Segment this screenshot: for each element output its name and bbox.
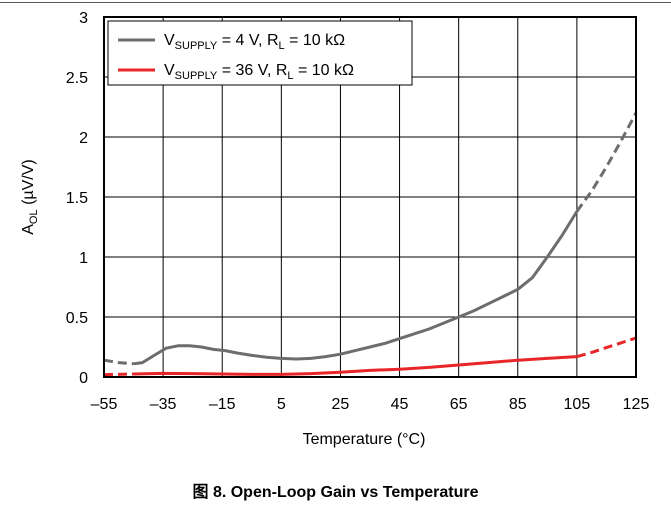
legend-box xyxy=(107,20,413,86)
legend-label-36v: VSUPPLY = 36 V, RL = 10 kΩ xyxy=(164,62,354,82)
x-tick-label: –35 xyxy=(150,396,177,413)
x-tick-label: 65 xyxy=(450,396,468,413)
series-1-line xyxy=(133,355,577,376)
chart: –55 –35 –15 5 25 45 65 85 105 125 0 0.5 1 1.5 2 2.5 3 VS… xyxy=(20,10,650,448)
x-tick-label: –15 xyxy=(209,396,236,413)
series-1-dashed-start xyxy=(103,372,134,377)
x-tick-label: 25 xyxy=(332,396,350,413)
series-1-dashed-end xyxy=(576,336,637,359)
series-layer xyxy=(103,112,638,377)
y-axis-title: AOL (µV/V) xyxy=(20,159,40,234)
y-tick-label: 1 xyxy=(79,250,88,267)
y-tick-label: 0.5 xyxy=(66,310,88,327)
ticks: –55 –35 –15 5 25 45 65 85 105 125 0 0.5 1 1.5 2 2.5 3 xyxy=(66,10,650,413)
legend: VSUPPLY = 4 V, RL = 10 kΩ VSUPPLY = 36 V… xyxy=(107,20,413,86)
y-tick-label: 2.5 xyxy=(66,70,88,87)
plot-frame xyxy=(103,16,637,378)
x-tick-label: 105 xyxy=(564,396,591,413)
figure-caption: 图 8. Open-Loop Gain vs Temperature xyxy=(192,484,479,501)
series-0-line xyxy=(133,210,579,366)
top-rule xyxy=(0,2,671,3)
x-tick-label: 125 xyxy=(623,396,650,413)
series-0-dashed-start xyxy=(103,358,134,366)
x-tick-label: –55 xyxy=(91,396,118,413)
y-tick-label: 3 xyxy=(79,10,88,27)
y-tick-label: 0 xyxy=(79,370,88,387)
series-0-dashed-end xyxy=(575,112,638,213)
y-tick-label: 1.5 xyxy=(66,190,88,207)
y-tick-label: 2 xyxy=(79,130,88,147)
x-tick-label: 45 xyxy=(391,396,409,413)
x-axis-title: Temperature (°C) xyxy=(303,431,426,448)
x-tick-label: 5 xyxy=(277,396,286,413)
x-tick-label: 85 xyxy=(509,396,527,413)
legend-label-4v: VSUPPLY = 4 V, RL = 10 kΩ xyxy=(164,32,345,52)
